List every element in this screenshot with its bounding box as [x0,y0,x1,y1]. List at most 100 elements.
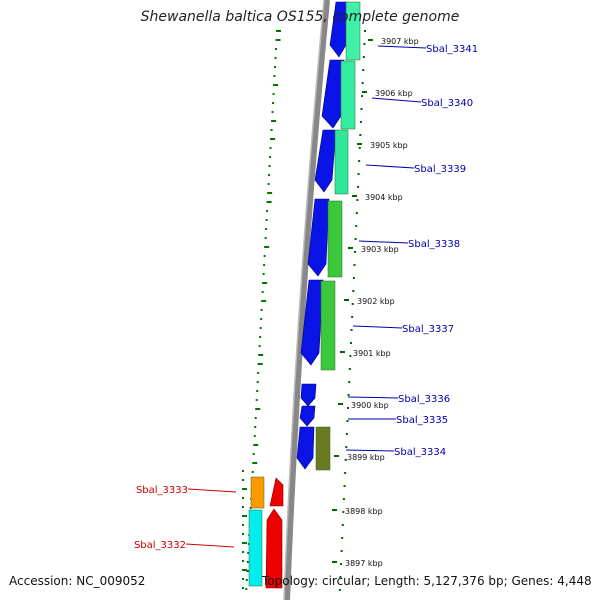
gene-label: Sbal_3336 [398,394,450,405]
cds-arrow-reverse [265,508,283,589]
gene-label: Sbal_3341 [426,44,478,55]
genome-backbone [284,0,330,600]
topology-summary: Topology: circular; Length: 5,127,376 bp… [262,574,592,588]
cds-arrow-forward [314,129,337,193]
gc-dot [263,255,266,257]
ruler-minor-tick [358,160,361,162]
ruler-minor-tick [343,485,346,487]
gc-dot [266,210,269,212]
gc-dot [242,479,244,481]
gc-dot [272,93,275,95]
kbp-tick-label: 3907 kbp [381,37,419,46]
gc-dot [252,453,255,455]
cds-arrow-forward [321,59,345,129]
gene-leader-line [347,396,399,399]
gc-dot [269,156,272,158]
gc-dot [242,470,244,472]
gc-dot [256,381,259,383]
gc-dot [270,129,273,131]
ruler-minor-tick [356,186,359,188]
ruler-minor-tick [361,95,364,97]
gc-dot [255,408,261,410]
gc-dot [261,300,267,302]
kbp-tick-label: 3906 kbp [375,89,413,98]
cds-arrow-forward [296,426,315,470]
gene-label: Sbal_3334 [394,447,446,458]
gc-dot [251,471,254,473]
gc-dot [242,488,247,490]
gc-dot [253,444,259,446]
gc-dot [255,399,258,401]
ruler-minor-tick [345,433,348,435]
kbp-tick-label: 3900 kbp [351,401,389,410]
ruler-minor-tick [361,82,364,84]
kbp-tick-label: 3903 kbp [361,245,399,254]
cds-arrow-forward [300,279,324,366]
ruler-minor-tick [355,212,358,214]
gene-leader-line [187,488,237,493]
backbone-highlight [283,0,325,600]
gc-dot [275,39,281,41]
cds-arrow-forward [307,198,330,277]
gc-dot [247,552,250,554]
kbp-ruler: 3907 kbp 3906 kbp 3905 kbp 3904 kbp 3903 kbp… [332,30,419,591]
ruler-minor-tick [339,576,342,578]
kbp-tick-label: 3905 kbp [370,141,408,150]
gc-dot [242,542,247,544]
cds-arrow-reverse [269,477,284,507]
ruler-minor-tick [354,238,357,240]
gc-dot [252,462,258,464]
feature-block [327,200,343,278]
kbp-tick-label: 3897 kbp [345,559,383,568]
ruler-minor-tick [338,589,341,591]
kbp-tick-label: 3904 kbp [365,193,403,202]
ruler-minor-tick [363,43,366,45]
feature-block [345,1,361,61]
ruler-minor-tick [360,108,363,110]
ruler-minor-tick [341,524,344,526]
gene-leader-line [365,164,415,169]
feature-block [248,509,263,587]
gene-label: Sbal_3335 [396,415,448,426]
ruler-minor-tick [356,199,359,201]
gc-dot [270,138,276,140]
ruler-minor-tick [348,368,351,370]
gc-dot [262,282,268,284]
ruler-minor-tick [350,329,353,331]
ruler-minor-tick [351,316,354,318]
ruler-minor-tick [346,420,349,422]
gc-dot [242,587,244,589]
ruler-minor-tick [349,355,352,357]
gc-dot [258,354,264,356]
gc-dot [258,345,261,347]
gene-leader-line [345,449,395,452]
gc-dot [257,372,260,374]
gc-dot [259,336,262,338]
cds-arrow-forward [300,383,317,407]
gc-dot [266,201,272,203]
gc-dot [242,506,244,508]
ruler-minor-tick [344,472,347,474]
feature-block [320,280,336,371]
gc-dot [245,588,248,590]
gene-label: Sbal_3340 [421,98,473,109]
gc-dot [265,228,268,230]
ruler-minor-tick [340,563,343,565]
kbp-tick-label: 3899 kbp [347,453,385,462]
gene-leader-line [185,543,235,548]
ruler-minor-tick [352,290,355,292]
gc-dot [254,417,257,419]
feature-track [248,1,361,587]
gc-dot [274,57,277,59]
ruler-minor-tick [364,30,366,32]
ruler-minor-tick [358,147,361,149]
gc-dot [273,84,279,86]
gene-labels: Sbal_3341 Sbal_3340 Sbal_3339 Sbal_3338 Sbal… [134,44,478,551]
gc-dot [268,165,271,167]
ruler-minor-tick [347,394,350,396]
gc-dot [262,273,265,275]
ruler-minor-tick [354,251,357,253]
gc-dot [272,102,275,104]
